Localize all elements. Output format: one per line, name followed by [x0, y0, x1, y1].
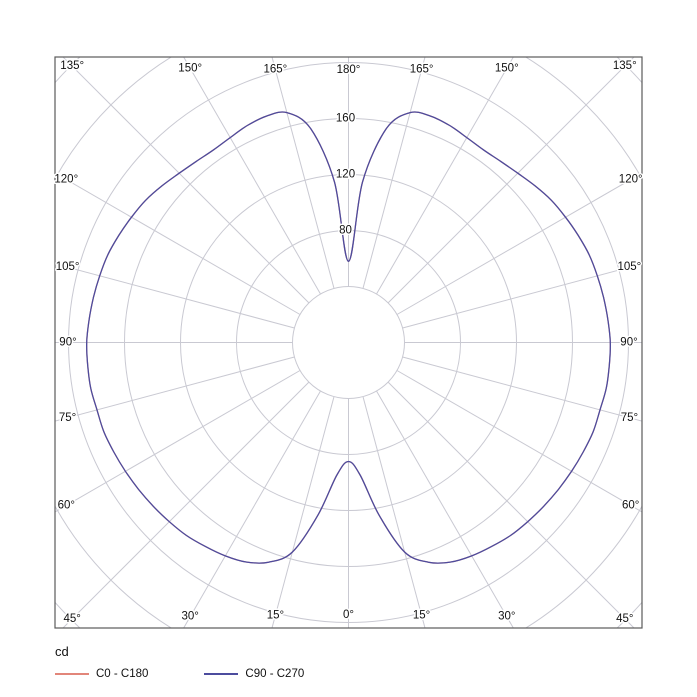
angle-tick-label: 60°	[58, 500, 75, 512]
angle-tick-label: 105°	[618, 261, 642, 273]
angle-tick-label: 30°	[182, 611, 199, 623]
grid-spoke	[396, 370, 642, 513]
angle-tick-label: 45°	[64, 613, 81, 625]
grid-spoke	[183, 390, 321, 628]
grid-spoke	[362, 396, 426, 628]
grid-spoke	[376, 57, 514, 295]
angle-tick-label: 15°	[413, 609, 430, 621]
grid-spoke	[271, 396, 335, 628]
angle-tick-label: 165°	[410, 64, 434, 76]
curve-c90-c270	[86, 111, 611, 564]
legend-swatch-c0-c180-line	[55, 673, 89, 675]
grid-spoke	[271, 57, 335, 289]
angle-tick-label: 150°	[495, 62, 519, 74]
grid-spoke	[183, 57, 321, 295]
grid-spoke	[387, 57, 635, 304]
angle-tick-label: 105°	[56, 261, 80, 273]
angle-tick-label: 135°	[60, 60, 84, 72]
angle-tick-label: 150°	[178, 62, 202, 74]
plot-frame	[54, 56, 643, 629]
radial-tick-label: 160	[336, 113, 355, 125]
angle-tick-label: 90°	[59, 337, 76, 349]
angle-tick-label: 180°	[337, 64, 361, 76]
angle-tick-label: 30°	[498, 611, 515, 623]
grid-spoke	[62, 381, 310, 628]
angle-tick-label: 120°	[619, 174, 643, 186]
legend-item-c90-c270: C90 - C270	[204, 668, 304, 680]
angle-tick-label: 135°	[613, 60, 637, 72]
grid-spoke	[55, 172, 301, 315]
grid-ring	[292, 286, 405, 399]
legend-swatch-c90-c270-line	[204, 673, 239, 675]
grid-spoke	[396, 172, 642, 315]
angle-tick-label: 75°	[59, 412, 76, 424]
grid-spoke	[402, 356, 642, 422]
legend-item-c0-c180: C0 - C180	[55, 668, 148, 680]
radial-tick-label: 120	[336, 169, 355, 181]
angle-tick-label: 60°	[622, 500, 639, 512]
angle-tick-label: 90°	[620, 337, 637, 349]
legend-label-c0-c180: C0 - C180	[96, 668, 149, 680]
legend: C0 - C180 C90 - C270	[55, 668, 304, 680]
angle-tick-label: 15°	[267, 609, 284, 621]
grid-spoke	[55, 370, 301, 513]
grid-spoke	[402, 263, 642, 329]
grid-spoke	[55, 263, 295, 329]
intensity-curves	[86, 111, 611, 564]
angle-tick-label: 45°	[616, 613, 633, 625]
radial-tick-label: 80	[339, 225, 352, 237]
grid-spoke	[376, 390, 514, 628]
angle-tick-label: 120°	[54, 174, 78, 186]
grid-spoke	[55, 356, 295, 422]
legend-unit-label: cd	[55, 644, 69, 659]
angle-tick-label: 165°	[264, 64, 288, 76]
grid-spoke	[387, 381, 635, 628]
grid-spoke	[62, 57, 310, 304]
angle-tick-label: 0°	[343, 609, 354, 621]
grid-spoke	[362, 57, 426, 289]
angle-tick-label: 75°	[621, 412, 638, 424]
legend-label-c90-c270: C90 - C270	[245, 668, 305, 680]
